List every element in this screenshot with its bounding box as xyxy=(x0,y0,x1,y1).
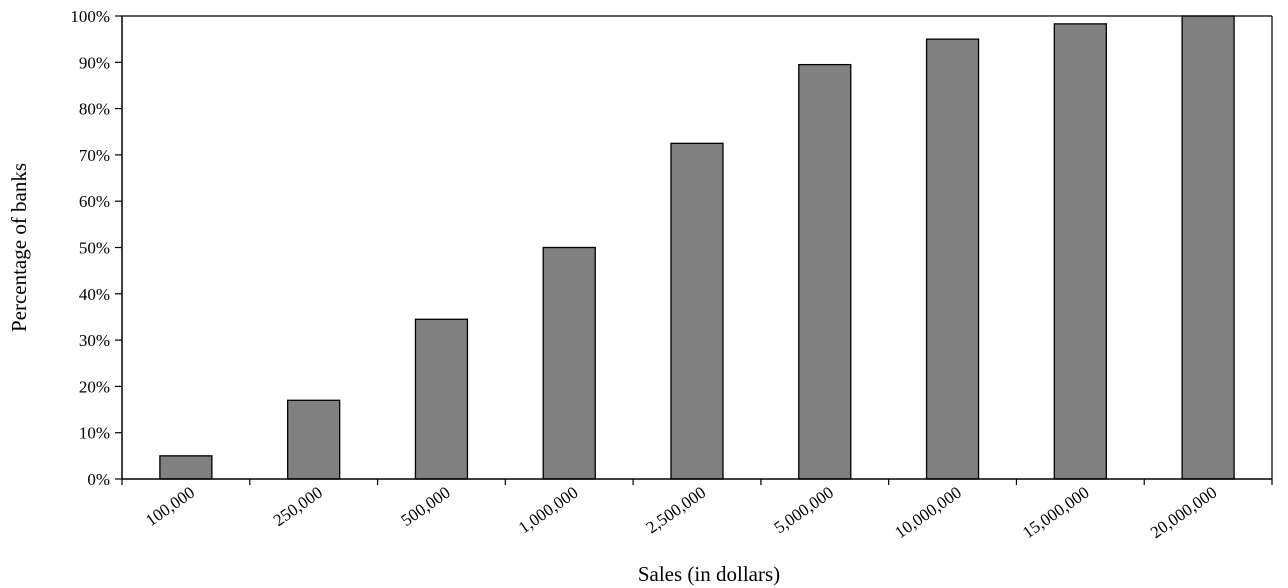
x-tick-label: 250,000 xyxy=(270,483,326,530)
bar xyxy=(414,318,469,480)
bar xyxy=(542,246,596,480)
y-tick-label: 60% xyxy=(79,192,110,211)
bar xyxy=(798,63,852,480)
x-axis-title: Sales (in dollars) xyxy=(638,562,780,586)
x-tick-label: 10,000,000 xyxy=(891,483,965,542)
bars-group xyxy=(159,15,1235,480)
y-tick-label: 0% xyxy=(87,470,110,489)
y-tick-label: 10% xyxy=(79,424,110,443)
bar xyxy=(925,38,980,480)
x-tick-label: 100,000 xyxy=(142,483,198,530)
x-tick-label: 500,000 xyxy=(398,483,454,530)
y-axis-title: Percentage of banks xyxy=(7,163,31,332)
y-tick-label: 30% xyxy=(79,331,110,350)
bar xyxy=(287,399,341,480)
y-tick-label: 40% xyxy=(79,285,110,304)
y-tick-label: 50% xyxy=(79,239,110,258)
x-tick-label: 20,000,000 xyxy=(1147,483,1221,542)
x-axis-ticks: 100,000 250,000 500,000 1,000,000 2,500,000 5… xyxy=(121,479,1273,542)
x-tick-label: 1,000,000 xyxy=(515,483,582,538)
y-tick-label: 80% xyxy=(79,100,110,119)
y-tick-label: 20% xyxy=(79,377,110,396)
x-tick-label: 5,000,000 xyxy=(770,483,837,538)
x-tick-label: 15,000,000 xyxy=(1019,483,1093,542)
bar xyxy=(159,455,213,480)
y-axis-ticks: 0% 10% 20% 30% 40% 50% 60% 70% 80% 90% 100% xyxy=(70,7,122,489)
x-tick-label: 2,500,000 xyxy=(643,483,710,538)
y-tick-label: 70% xyxy=(79,146,110,165)
bar xyxy=(670,142,724,480)
y-tick-label: 100% xyxy=(70,7,110,26)
bar xyxy=(1181,15,1235,480)
y-tick-label: 90% xyxy=(79,53,110,72)
bar xyxy=(1053,23,1107,480)
